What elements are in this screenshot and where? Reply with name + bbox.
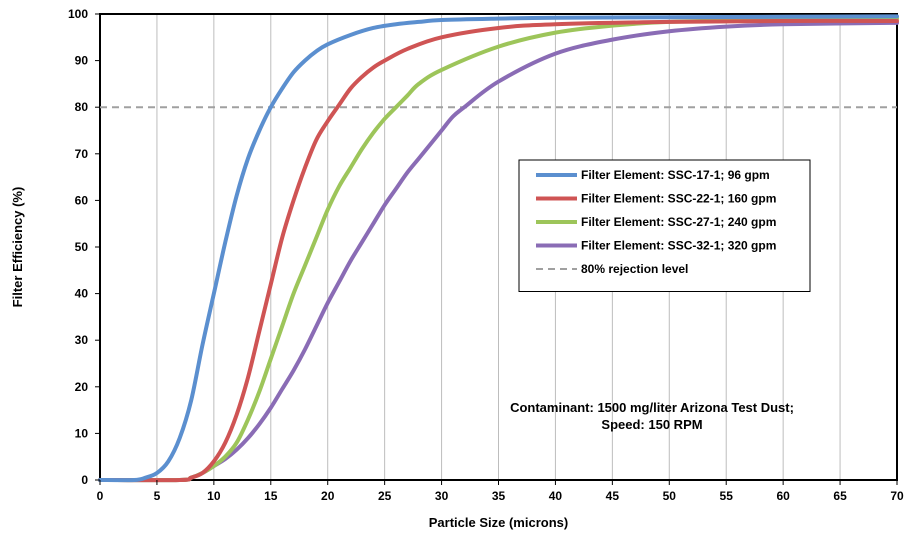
y-tick-label: 80 <box>75 100 89 114</box>
x-tick-label: 70 <box>890 489 904 503</box>
y-tick-label: 90 <box>75 54 89 68</box>
series-line-3 <box>98 20 899 483</box>
series-line-0 <box>98 14 899 483</box>
x-tick-label: 15 <box>264 489 278 503</box>
gridlines <box>156 14 841 480</box>
legend-box <box>518 159 811 292</box>
x-tick-label: 45 <box>606 489 620 503</box>
y-axis-title: Filter Efficiency (%) <box>10 187 25 308</box>
y-tick-label: 60 <box>75 193 89 207</box>
x-tick-label: 40 <box>549 489 563 503</box>
legend-label-3: Filter Element: SSC-32-1; 320 gpm <box>581 239 776 253</box>
series-line-2 <box>98 16 899 483</box>
y-tick-label: 40 <box>75 287 89 301</box>
x-tick-label: 25 <box>378 489 392 503</box>
annotation-speed: Speed: 150 RPM <box>601 417 702 432</box>
x-tick-label: 50 <box>663 489 677 503</box>
y-tick-label: 50 <box>75 240 89 254</box>
x-tick-label: 5 <box>154 489 161 503</box>
legend-label-1: Filter Element: SSC-22-1; 160 gpm <box>581 192 776 206</box>
axis-ticks: 0 5 10 15 20 25 30 35 40 45 50 55 60 65 70 0 10 20 30 40 50 6… <box>68 7 904 503</box>
x-tick-label: 65 <box>833 489 847 503</box>
x-tick-label: 10 <box>207 489 221 503</box>
annotation-contaminant: Contaminant: 1500 mg/liter Arizona Test … <box>510 400 794 415</box>
x-tick-label: 55 <box>720 489 734 503</box>
x-tick-label: 30 <box>435 489 449 503</box>
series-line-1 <box>98 18 899 483</box>
series-layer <box>98 14 899 483</box>
x-axis-title: Particle Size (microns) <box>429 515 568 530</box>
legend-label-4: 80% rejection level <box>581 262 688 276</box>
y-tick-label: 10 <box>75 426 89 440</box>
y-tick-label: 0 <box>81 473 88 487</box>
y-tick-label: 100 <box>68 7 88 21</box>
legend-label-2: Filter Element: SSC-27-1; 240 gpm <box>581 215 776 229</box>
legend: Filter Element: SSC-17-1; 96 gpm Filter E… <box>518 159 811 292</box>
y-tick-label: 20 <box>75 380 89 394</box>
x-tick-label: 60 <box>776 489 790 503</box>
x-tick-label: 20 <box>321 489 335 503</box>
x-tick-label: 0 <box>97 489 104 503</box>
x-tick-label: 35 <box>492 489 506 503</box>
y-tick-label: 70 <box>75 147 89 161</box>
legend-label-0: Filter Element: SSC-17-1; 96 gpm <box>581 168 770 182</box>
y-tick-label: 30 <box>75 333 89 347</box>
